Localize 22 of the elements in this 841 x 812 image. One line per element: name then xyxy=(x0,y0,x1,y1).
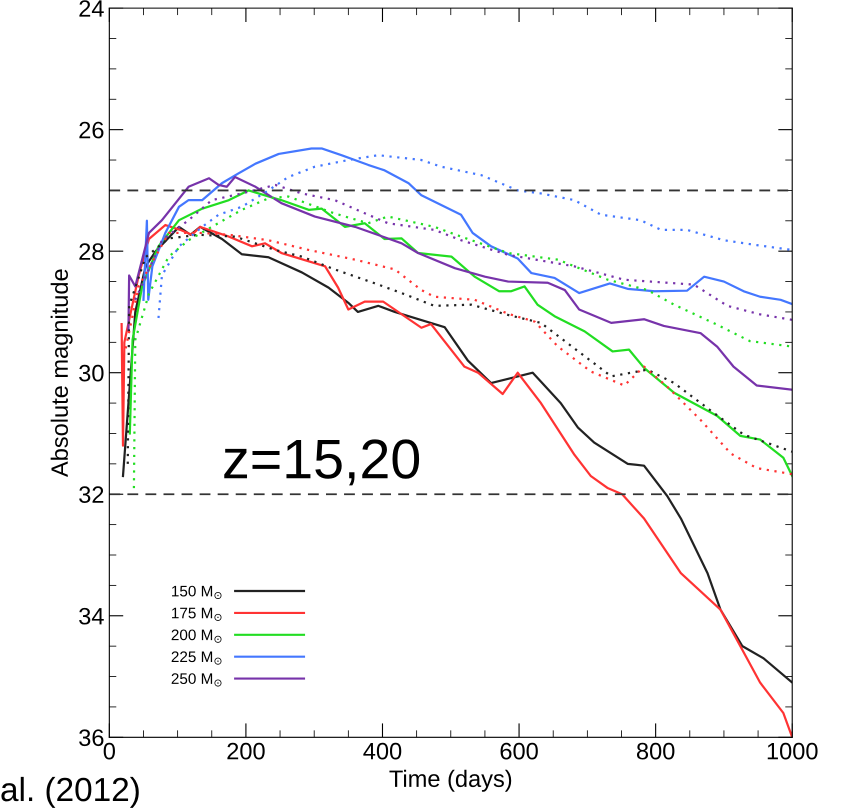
legend-label: 150 M$_{⊙}$ xyxy=(172,586,222,600)
x-tick-label: 0 xyxy=(104,742,115,760)
text: al. (2012) xyxy=(1,776,139,808)
x-tick-label: 600 xyxy=(500,742,538,760)
x-axis-title: Time (days) xyxy=(389,770,512,792)
y-tick-label: 26 xyxy=(79,122,104,138)
y-axis-title: Absolute magnitude xyxy=(50,269,73,478)
x-tick-label: 400 xyxy=(363,742,402,760)
y-tick-label: 32 xyxy=(79,486,104,504)
x-tick-label: 200 xyxy=(227,742,265,760)
legend-label: 200 M$_{⊙}$ xyxy=(172,629,222,643)
y-tick-label: 30 xyxy=(79,364,104,382)
x-tick-label: 800 xyxy=(636,742,674,760)
legend-label: 250 M$_{⊙}$ xyxy=(172,673,222,687)
y-tick-label: 28 xyxy=(79,243,104,260)
annotation: z=15,20 xyxy=(224,439,420,486)
legend-label: 175 M$_{⊙}$ xyxy=(172,608,222,621)
legend-label: 225 M$_{⊙}$ xyxy=(172,651,222,665)
y-tick-label: 36 xyxy=(79,729,104,746)
x-tick-label: 1000 xyxy=(768,742,818,760)
y-tick-label: 34 xyxy=(79,608,104,625)
y-tick-label: 24 xyxy=(79,0,104,17)
